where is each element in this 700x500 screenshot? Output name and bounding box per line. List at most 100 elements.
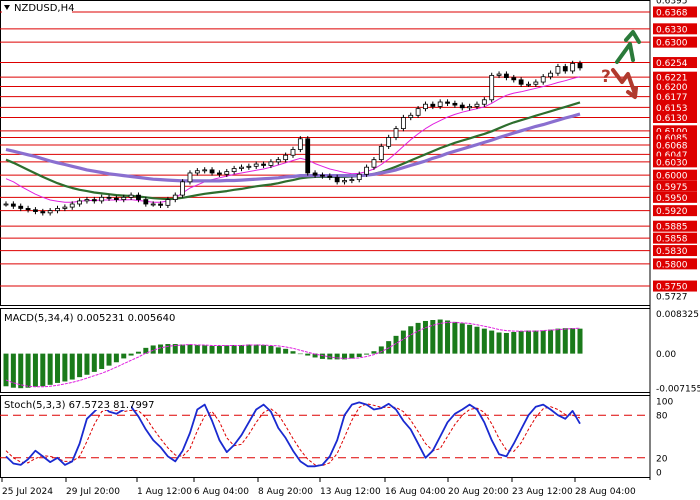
macd-bar [180,344,186,354]
macd-bar [577,328,583,354]
price-level-label: 0.6200 [656,83,688,93]
macd-bar [408,326,414,354]
candle-body [91,199,97,202]
macd-bar [224,345,230,354]
price-level-label-bg [653,220,697,232]
price-level-label-bg [653,71,697,83]
macd-bar [84,353,90,375]
macd-signal-line [5,321,581,388]
macd-bar [231,344,237,354]
macd-bar [305,353,311,356]
stoch-k-line [5,401,581,468]
macd-bar [474,326,480,354]
macd-bar [268,345,274,354]
x-axis-tick-label: 8 Aug 20:00 [258,487,313,497]
candle-body [356,173,362,181]
stoch-axis-tick: 80 [656,412,668,422]
macd-bar [356,353,362,357]
candle-body [526,83,531,86]
macd-bar [158,344,164,354]
macd-bar [106,353,112,366]
macd-bar [40,353,46,387]
candle-body [518,79,524,85]
down-arrow-icon [611,68,638,99]
candle-body [327,175,333,178]
title-bg [2,2,72,14]
candle-body [489,74,495,101]
stoch-axis-tick: 0 [656,469,662,479]
candle-body [342,180,347,183]
price-level-label: 0.6068 [656,142,688,152]
macd-bar [349,353,355,359]
candle-body [10,203,16,207]
macd-bar [18,353,24,389]
candle-body [334,176,340,183]
candle-body [312,172,318,176]
macd-bar [194,344,200,354]
candle-body [297,138,303,150]
price-level-label: 0.5885 [656,223,688,233]
price-level-label: 0.6368 [656,8,688,18]
price-level-label: 0.5920 [656,207,688,217]
price-level-label: 0.5800 [656,260,688,270]
candle-body [62,206,68,209]
macd-bar [99,353,105,369]
price-level-label: 0.6177 [656,93,688,103]
macd-bar [143,347,149,354]
candle-body [121,196,127,200]
candle-body [533,81,539,85]
candle-body [548,72,553,78]
price-level-label-bg [653,91,697,103]
candle-body [239,166,244,169]
macd-bar [562,328,568,354]
macd-bar [415,322,421,354]
macd-bar [452,321,458,354]
candle-body [217,172,222,175]
macd-bar [334,353,340,360]
macd-bar [481,328,487,354]
candle-body [400,117,406,130]
macd-bar [290,351,296,354]
candle-body [136,194,141,200]
macd-bar [128,353,134,356]
macd-axis-tick: 0.00 [656,350,676,360]
macd-bar [489,330,495,354]
candle-body [430,103,436,107]
macd-bar [202,345,208,354]
macd-bar [570,328,576,354]
slow-ma-line [5,112,581,183]
macd-bar [525,330,531,354]
macd-bar [503,332,509,354]
macd-bar [422,320,428,354]
price-level-label: 0.6221 [656,74,688,84]
x-axis-tick-label: 28 Aug 04:00 [575,487,636,497]
macd-bar [364,353,370,355]
price-level-label: 0.6000 [656,172,688,182]
price-level-label-bg [653,112,697,124]
up-arrow-icon [615,30,641,64]
stoch-axis-tick: 20 [656,454,668,464]
candle-body [25,208,31,211]
candle-body [540,76,546,83]
macd-bar [91,353,97,372]
candle-body [577,63,583,69]
x-axis-tick-label: 13 Aug 12:00 [320,487,381,497]
candle-body [275,159,281,163]
candle-body [77,200,82,205]
macd-bar [121,353,127,359]
candle-body [172,194,178,200]
price-level-label: 0.6130 [656,114,688,124]
macd-bar [135,351,141,354]
x-axis-tick-label: 20 Aug 20:00 [448,487,509,497]
price-level-label-bg [653,232,697,244]
x-axis-tick-label: 6 Aug 04:00 [194,487,249,497]
macd-bar [69,353,75,380]
macd-bar [47,353,53,385]
candle-body [452,102,458,106]
candle-body [84,199,90,202]
price-level-label: 0.5975 [656,183,688,193]
candle-body [40,211,46,214]
candle-body [408,114,414,118]
macd-bar [518,331,524,354]
price-level-label: 0.5750 [656,283,688,293]
